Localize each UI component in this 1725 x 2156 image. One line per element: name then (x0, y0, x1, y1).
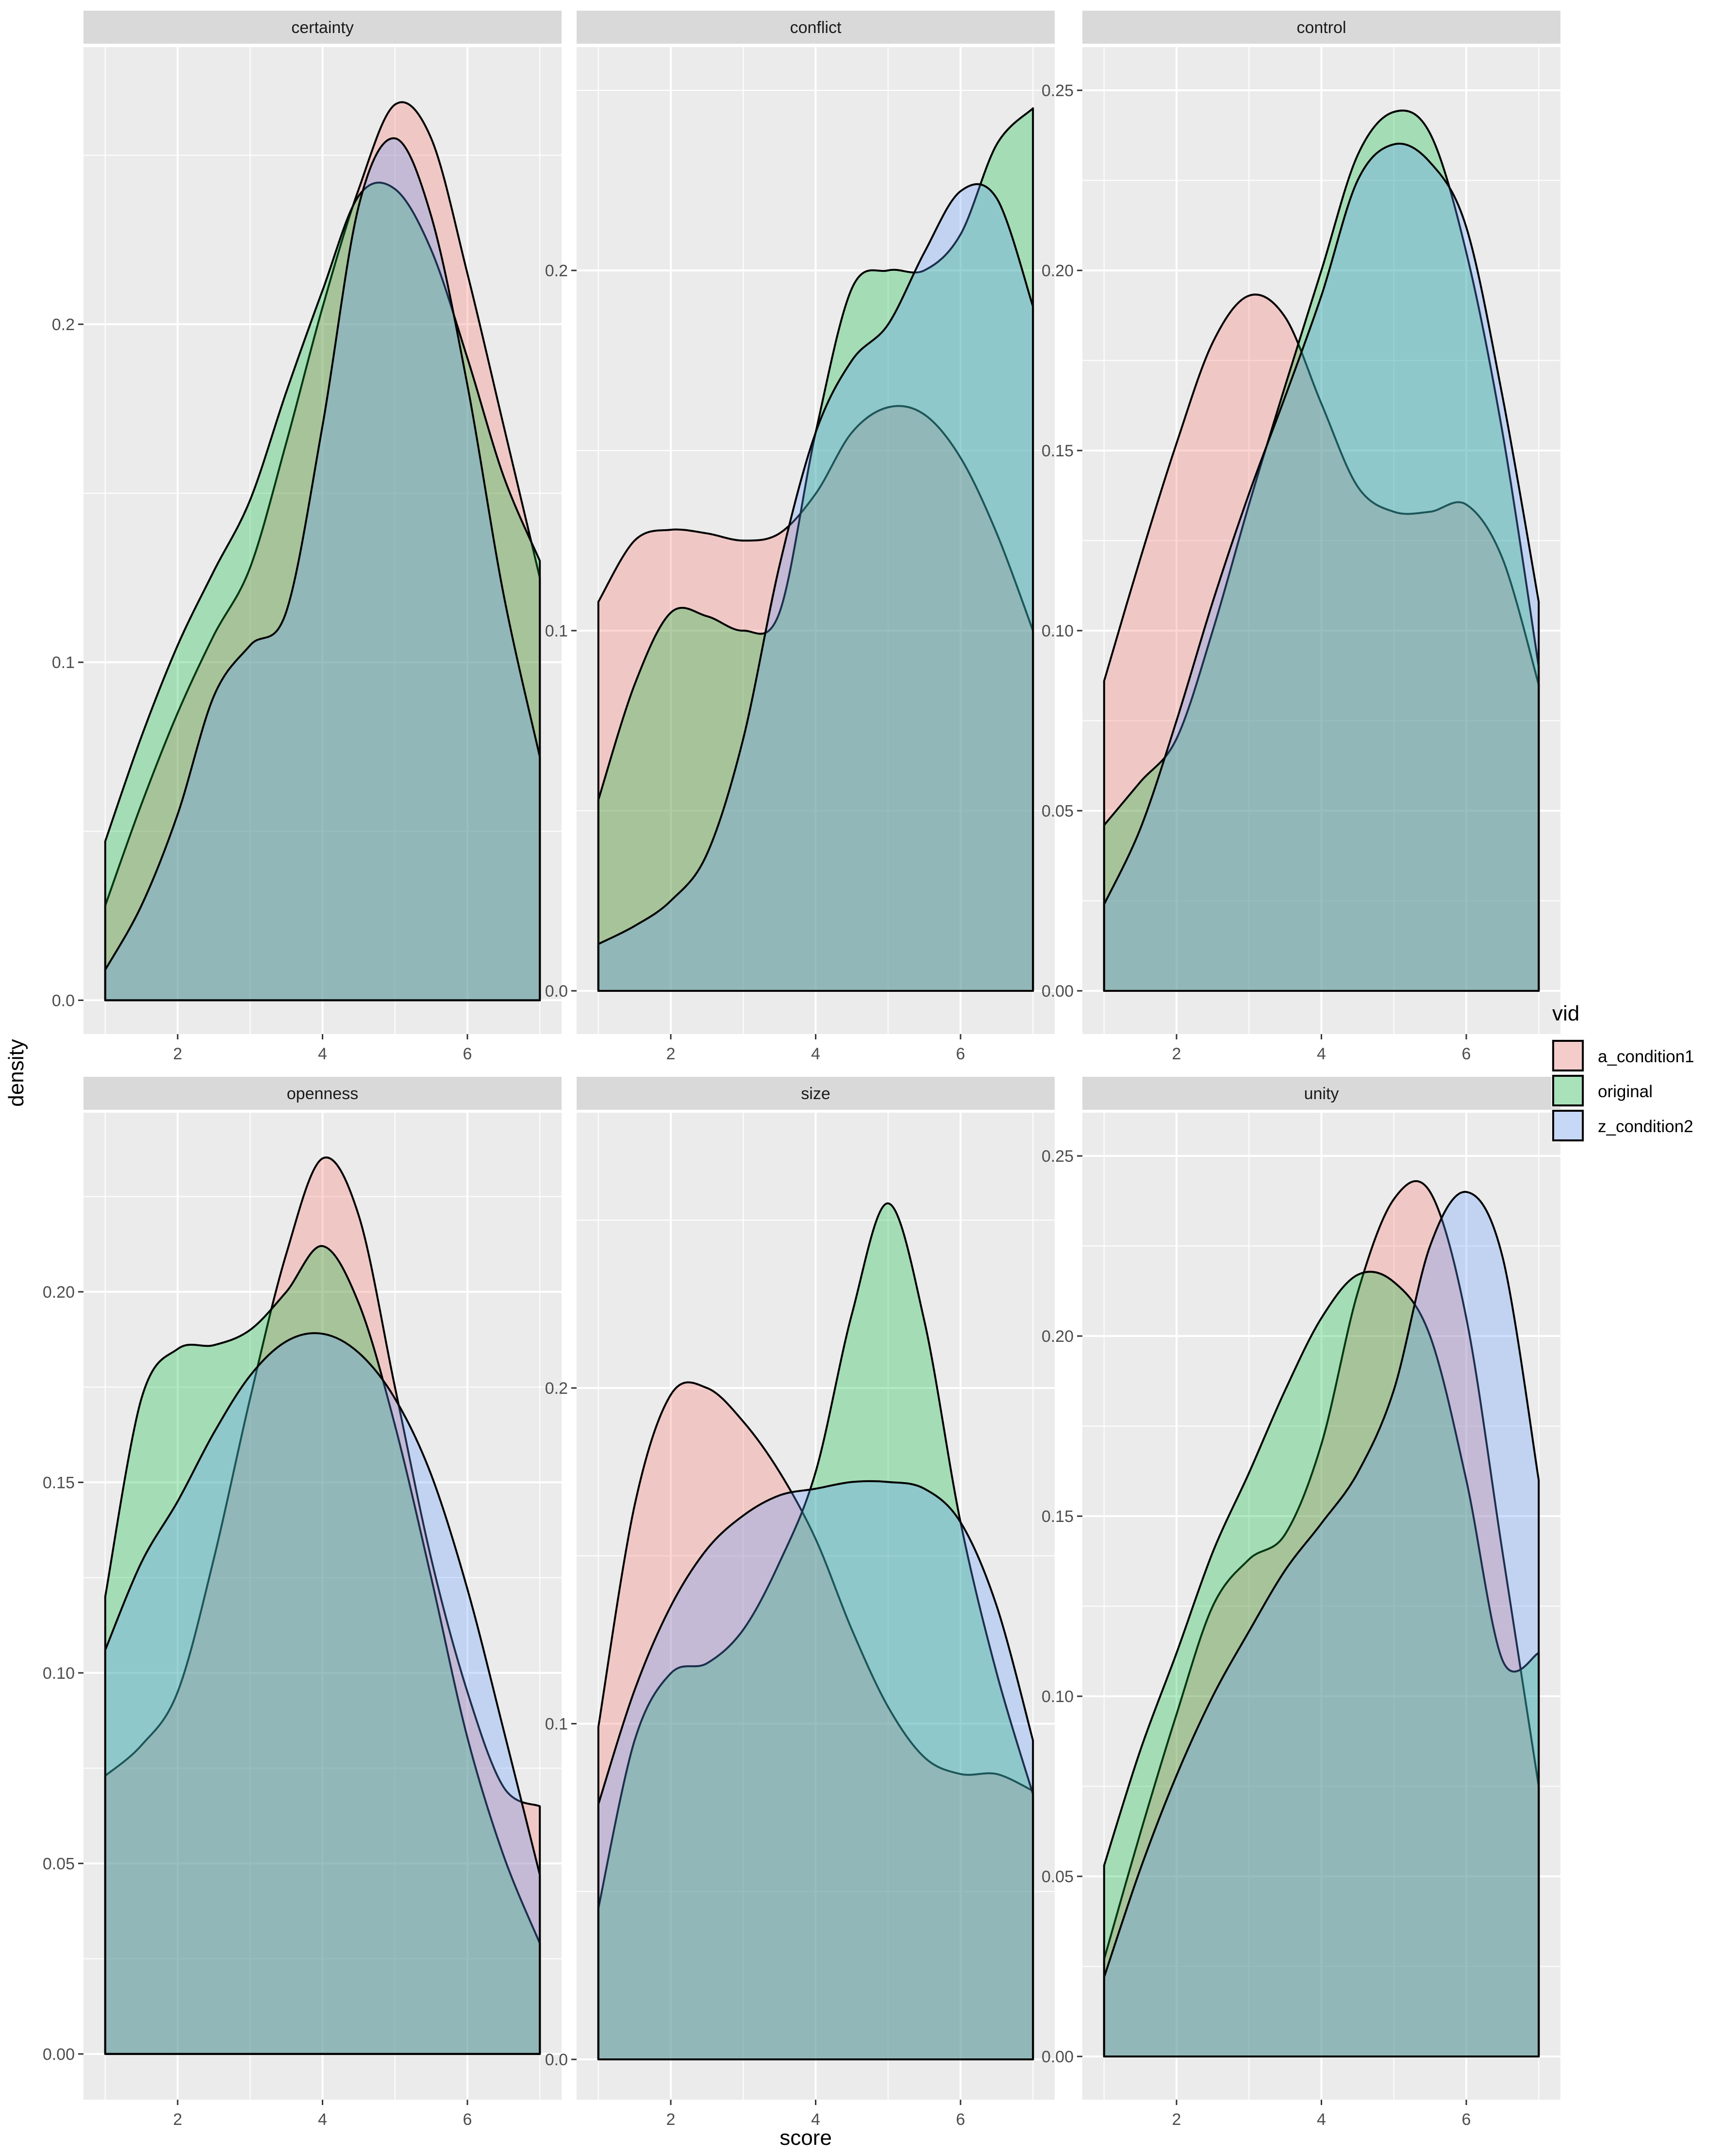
y-tick-label: 0.00 (1042, 2048, 1074, 2066)
strip-background (577, 11, 1055, 44)
legend-item-z_condition2: z_condition2 (1551, 1109, 1693, 1142)
strip-label: size (801, 1085, 830, 1103)
strip-label: conflict (790, 18, 842, 37)
legend-item-a_condition1: a_condition1 (1551, 1039, 1694, 1072)
density-area-z_condition2 (597, 183, 1034, 992)
strip-background (1082, 1077, 1560, 1110)
density-area-a_condition1 (104, 1156, 541, 2055)
y-tick-label: 0.05 (1042, 1868, 1074, 1886)
y-tick-label: 0.2 (545, 1379, 568, 1398)
strip-background (1082, 11, 1560, 44)
x-tick-label: 2 (1172, 1045, 1181, 1063)
y-tick-label: 0.05 (1042, 802, 1074, 820)
y-tick-label: 0.20 (1042, 1327, 1074, 1346)
x-tick-label: 2 (666, 2110, 676, 2129)
legend-title: vid (1552, 1002, 1579, 1025)
legend: vid a_condition1 original z_condition2 (1551, 1002, 1694, 1142)
legend-key-background (1551, 1109, 1585, 1142)
density-area-z_condition2 (597, 1480, 1034, 2060)
density-area-a_condition1 (1103, 1180, 1540, 2057)
density-area-a_condition1 (1103, 293, 1540, 992)
x-tick-label: 2 (173, 2110, 182, 2129)
x-tick-label: 4 (318, 1045, 327, 1063)
y-tick-label: 0.1 (52, 653, 75, 672)
y-tick-label: 0.05 (43, 1855, 75, 1873)
y-tick-label: 0.25 (1042, 1147, 1074, 1166)
y-tick-label: 0.10 (1042, 622, 1074, 640)
y-tick-label: 0.00 (43, 2045, 75, 2064)
density-area-original (104, 1245, 541, 2055)
strip-label: openness (287, 1085, 358, 1103)
density-area-z_condition2 (1103, 1191, 1540, 2057)
x-tick-label: 4 (1317, 1045, 1326, 1063)
x-tick-label: 6 (463, 2110, 472, 2129)
y-tick-label: 0.15 (43, 1473, 75, 1492)
panel-size: size 0.0 0.1 0.2 2 4 6 (545, 1077, 1055, 2129)
density-area-original (1103, 109, 1540, 992)
y-tick-label: 0.0 (545, 2051, 568, 2069)
y-tick-label: 0.20 (43, 1283, 75, 1302)
y-tick-label: 0.0 (545, 982, 568, 1001)
legend-key-swatch (1552, 1110, 1584, 1141)
y-tick-label: 0.1 (545, 1715, 568, 1734)
legend-label: a_condition1 (1598, 1047, 1694, 1066)
density-area-z_condition2 (104, 137, 541, 1002)
x-axis-title: score (780, 2126, 832, 2150)
strip-label: certainty (291, 18, 354, 37)
x-tick-label: 2 (173, 1045, 182, 1063)
y-tick-label: 0.1 (545, 622, 568, 640)
x-tick-label: 4 (811, 2110, 820, 2129)
y-tick-label: 0.15 (1042, 442, 1074, 460)
strip-background (83, 1077, 562, 1110)
x-tick-label: 6 (463, 1045, 472, 1063)
legend-key-swatch (1552, 1075, 1584, 1106)
legend-key-background (1551, 1074, 1585, 1107)
density-area-original (104, 182, 541, 1002)
x-tick-label: 6 (956, 2110, 965, 2129)
panel-conflict: conflict 0.0 0.1 0.2 2 4 6 (545, 11, 1055, 1063)
x-tick-label: 4 (811, 1045, 820, 1063)
legend-label: original (1598, 1082, 1653, 1101)
y-tick-label: 0.2 (545, 262, 568, 280)
legend-key-swatch (1552, 1040, 1584, 1071)
y-tick-label: 0.2 (52, 316, 75, 334)
density-area-original (1103, 1270, 1540, 2057)
y-tick-label: 0.0 (52, 991, 75, 1010)
x-tick-label: 6 (956, 1045, 965, 1063)
panel-control: control 0.00 0.05 0.10 0.15 0.20 0.25 2 4 6 (1042, 11, 1560, 1063)
density-area-a_condition1 (597, 1381, 1034, 2060)
y-tick-label: 0.20 (1042, 262, 1074, 280)
y-tick-label: 0.10 (1042, 1688, 1074, 1706)
strip-label: control (1296, 18, 1346, 37)
y-axis-title: density (4, 1039, 28, 1106)
y-tick-label: 0.10 (43, 1664, 75, 1683)
density-area-z_condition2 (104, 1332, 541, 2055)
x-tick-label: 2 (666, 1045, 676, 1063)
density-area-a_condition1 (597, 405, 1034, 992)
panel-unity: unity 0.00 0.05 0.10 0.15 0.20 0.25 2 4 6 (1042, 1077, 1560, 2129)
legend-item-original: original (1551, 1074, 1653, 1107)
y-tick-label: 0.00 (1042, 982, 1074, 1001)
facet-panels: certainty 0.0 0.1 0.2 2 4 6 conflict 0.0 0.1 0.2 2 4… (43, 11, 1560, 2129)
x-tick-label: 4 (318, 2110, 327, 2129)
x-tick-label: 6 (1462, 2110, 1471, 2129)
strip-background (83, 11, 562, 44)
density-area-original (597, 1202, 1034, 2060)
y-tick-label: 0.25 (1042, 82, 1074, 100)
strip-label: unity (1304, 1085, 1339, 1103)
y-tick-label: 0.15 (1042, 1507, 1074, 1526)
legend-key-background (1551, 1039, 1585, 1072)
x-tick-label: 6 (1462, 1045, 1471, 1063)
density-area-z_condition2 (1103, 143, 1540, 992)
density-area-a_condition1 (104, 101, 541, 1002)
panel-certainty: certainty 0.0 0.1 0.2 2 4 6 (52, 11, 562, 1063)
x-tick-label: 4 (1317, 2110, 1326, 2129)
legend-label: z_condition2 (1598, 1117, 1693, 1136)
panel-openness: openness 0.00 0.05 0.10 0.15 0.20 2 4 6 (43, 1077, 562, 2129)
x-tick-label: 2 (1172, 2110, 1181, 2129)
strip-background (577, 1077, 1055, 1110)
